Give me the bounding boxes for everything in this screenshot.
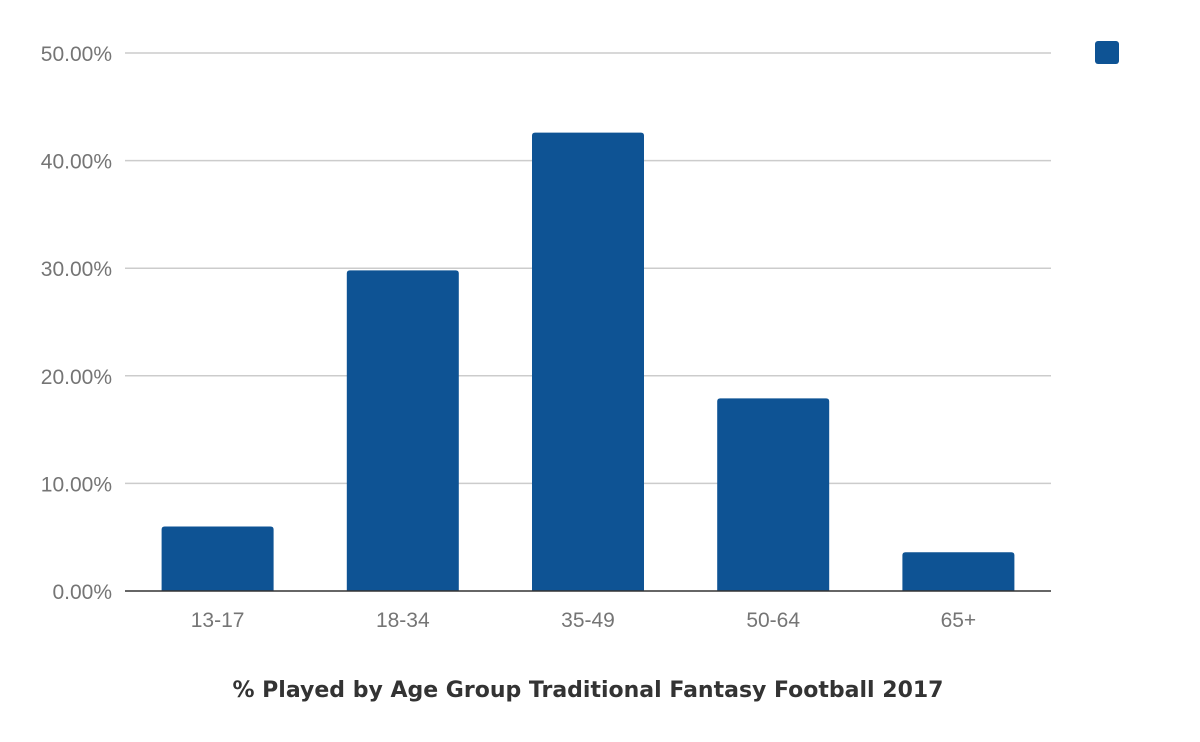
y-tick-label: 20.00% (41, 366, 112, 389)
bar-35-49 (532, 132, 644, 591)
bar-13-17 (161, 526, 274, 591)
bar-50-64 (717, 398, 830, 591)
legend-swatch (1095, 41, 1119, 64)
y-tick-label: 0.00% (52, 581, 112, 604)
bars (161, 132, 1015, 591)
legend (1095, 41, 1119, 64)
x-tick-label: 13-17 (191, 609, 245, 632)
y-tick-label: 40.00% (41, 151, 112, 174)
y-tick-label: 10.00% (41, 473, 112, 496)
bar-65+ (902, 552, 1015, 591)
x-tick-label: 18-34 (376, 609, 430, 632)
y-axis-tick-labels: 0.00% 10.00% 20.00% 30.00% 40.00% 50.00% (41, 43, 112, 604)
x-tick-label: 50-64 (746, 609, 800, 632)
x-axis-tick-labels: 13-17 18-34 35-49 50-64 65+ (191, 609, 976, 632)
y-tick-label: 30.00% (41, 258, 112, 281)
y-tick-label: 50.00% (41, 43, 112, 66)
x-tick-label: 65+ (941, 609, 977, 632)
bar-18-34 (346, 270, 459, 591)
chart-title: % Played by Age Group Traditional Fantas… (232, 678, 943, 703)
x-tick-label: 35-49 (561, 609, 615, 632)
